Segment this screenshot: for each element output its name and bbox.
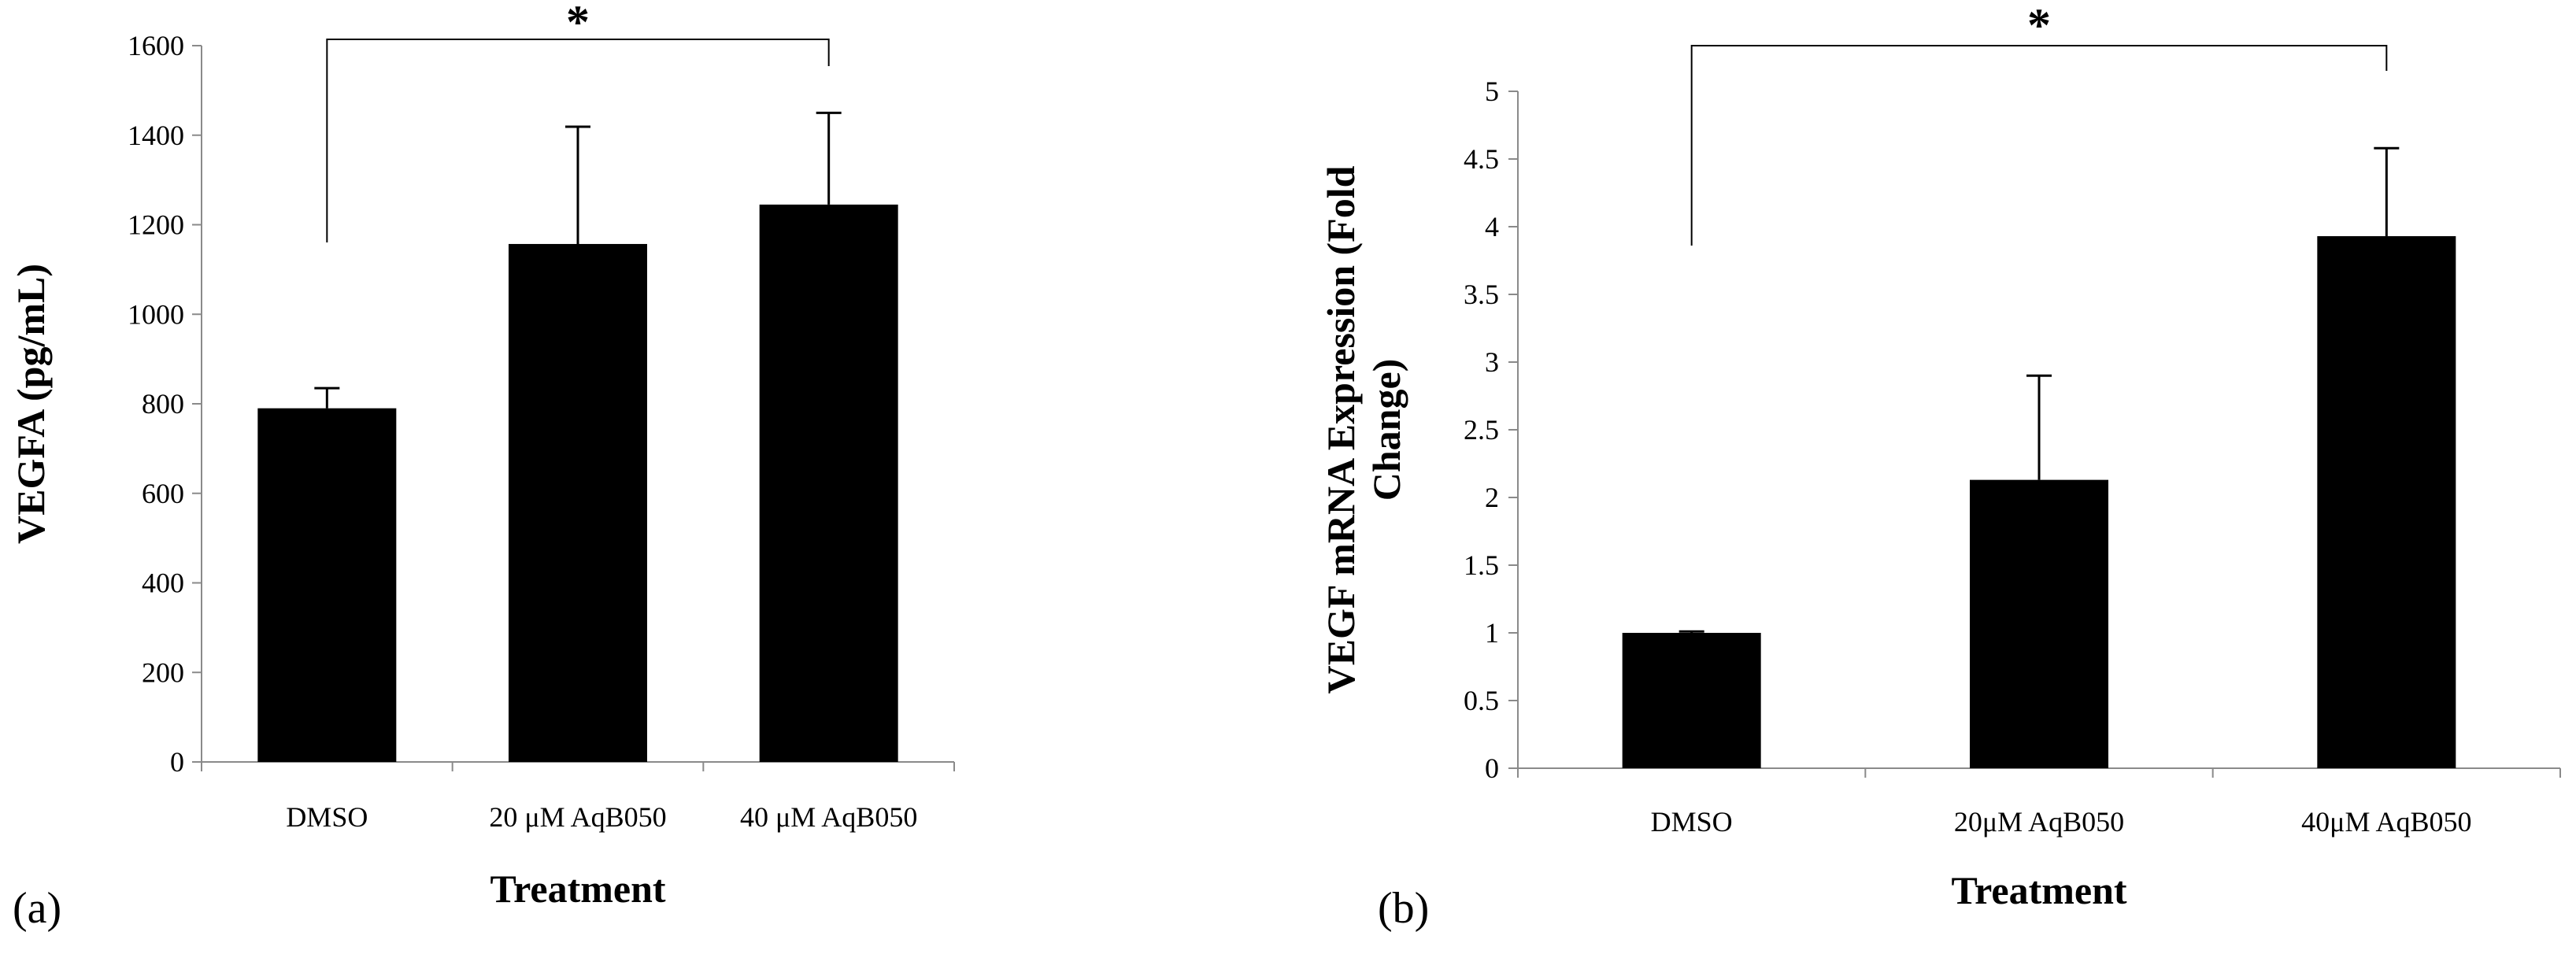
y-tick-label: 0.5 xyxy=(1464,685,1499,716)
bar-2 xyxy=(1970,479,2108,768)
significance-bracket xyxy=(1690,45,2388,246)
y-tick-label: 1.5 xyxy=(1464,549,1499,581)
y-tick-label: 0 xyxy=(170,746,184,778)
y-tick-label: 2 xyxy=(1485,482,1499,513)
y-tick-label: 400 xyxy=(142,568,184,599)
x-category-label: 40 μM AqB050 xyxy=(740,801,917,833)
bar-1 xyxy=(1622,633,1761,768)
y-tick-label: 200 xyxy=(142,656,184,688)
bar-2 xyxy=(509,243,647,762)
bar-3 xyxy=(759,204,898,762)
bar-1 xyxy=(257,408,397,762)
x-category-label: 40μM AqB050 xyxy=(2301,806,2471,838)
y-tick-label: 1400 xyxy=(128,120,184,151)
y-tick-label: 800 xyxy=(142,388,184,420)
y-axis-title-line: Change) xyxy=(1364,359,1408,501)
y-tick-label: 4.5 xyxy=(1464,143,1499,175)
y-tick-label: 1600 xyxy=(128,30,184,61)
bar-3 xyxy=(2317,236,2456,768)
y-tick-label: 2.5 xyxy=(1464,414,1499,446)
x-category-label: DMSO xyxy=(286,801,368,833)
panel-label: (a) xyxy=(13,884,61,933)
significance-star: * xyxy=(2027,0,2051,51)
y-tick-label: 600 xyxy=(142,478,184,509)
y-tick-label: 3.5 xyxy=(1464,279,1499,310)
y-tick-label: 5 xyxy=(1485,76,1499,107)
x-category-label: DMSO xyxy=(1651,806,1733,838)
y-tick-label: 1 xyxy=(1485,617,1499,649)
significance-star: * xyxy=(566,0,590,48)
y-axis-title-line: VEGF mRNA Expression (Fold xyxy=(1319,165,1363,693)
chart-panel-a: 0 200 400 600 800 1000 1200 1400 1600 DMSO 20 μM A… xyxy=(9,0,955,933)
x-axis-title: Treatment xyxy=(490,867,665,911)
y-tick-label: 1000 xyxy=(128,298,184,330)
x-category-label: 20 μM AqB050 xyxy=(489,801,666,833)
y-tick-label: 4 xyxy=(1485,211,1499,242)
y-axis-title: VEGF mRNA Expression (FoldChange) xyxy=(1319,165,1408,693)
y-axis-title: VEGFA (pg/mL) xyxy=(9,264,53,544)
y-tick-label: 0 xyxy=(1485,752,1499,784)
chart-panel-b: 0 0.5 1 1.5 2 2.5 3 3.5 4 4.5 5 DMSO 20μM AqB050 40μM… xyxy=(1319,0,2561,933)
significance-bracket xyxy=(326,39,830,242)
panel-label: (b) xyxy=(1378,884,1429,933)
y-tick-label: 3 xyxy=(1485,346,1499,378)
y-tick-label: 1200 xyxy=(128,209,184,241)
x-axis-title: Treatment xyxy=(1951,868,2126,912)
x-category-label: 20μM AqB050 xyxy=(1954,806,2124,838)
